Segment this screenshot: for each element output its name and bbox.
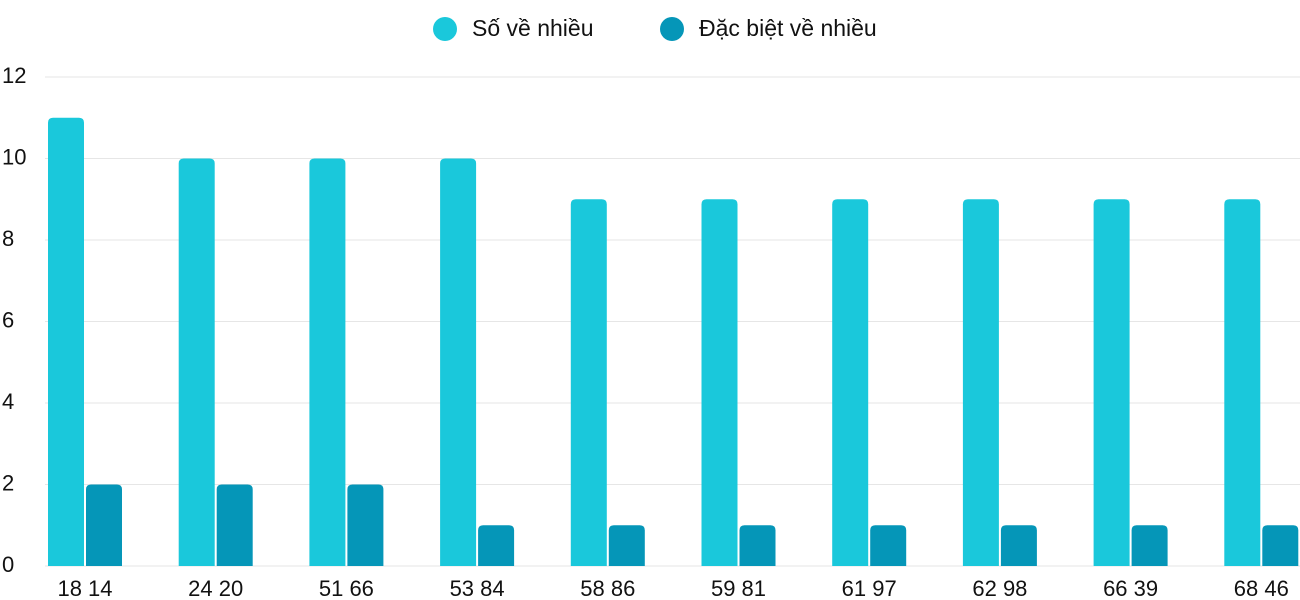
bar <box>1262 525 1299 566</box>
bar <box>1224 199 1261 566</box>
bar <box>440 158 477 566</box>
y-tick-label: 12 <box>2 63 26 88</box>
bar <box>1131 525 1168 566</box>
bar <box>832 199 869 566</box>
y-tick-label: 0 <box>2 552 14 577</box>
bar <box>739 525 776 566</box>
bar <box>216 484 253 566</box>
x-tick-label: 58 86 <box>580 576 635 600</box>
x-tick-label: 62 98 <box>972 576 1027 600</box>
bar <box>701 199 738 566</box>
bar <box>608 525 645 566</box>
y-tick-label: 2 <box>2 470 14 495</box>
y-tick-label: 10 <box>2 144 26 169</box>
x-tick-label: 51 66 <box>319 576 374 600</box>
bar <box>1093 199 1130 566</box>
x-tick-label: 53 84 <box>450 576 505 600</box>
legend-marker <box>660 17 684 41</box>
x-tick-label: 61 97 <box>842 576 897 600</box>
bar <box>570 199 607 566</box>
bar <box>478 525 515 566</box>
bar <box>86 484 122 566</box>
bar <box>178 158 215 566</box>
legend-label: Số về nhiều <box>472 15 593 41</box>
bar <box>1000 525 1037 566</box>
y-tick-label: 4 <box>2 389 14 414</box>
bar <box>870 525 907 566</box>
x-tick-label: 24 20 <box>188 576 243 600</box>
x-tick-label: 66 39 <box>1103 576 1158 600</box>
legend-label: Đặc biệt về nhiều <box>699 15 877 41</box>
x-tick-label: 59 81 <box>711 576 766 600</box>
bar <box>309 158 346 566</box>
bar <box>48 117 84 566</box>
y-tick-label: 6 <box>2 307 14 332</box>
bar <box>962 199 999 566</box>
x-tick-label: 18 14 <box>57 576 112 600</box>
y-tick-label: 8 <box>2 226 14 251</box>
bar <box>347 484 384 566</box>
legend-marker <box>433 17 457 41</box>
x-tick-label: 68 46 <box>1234 576 1289 600</box>
